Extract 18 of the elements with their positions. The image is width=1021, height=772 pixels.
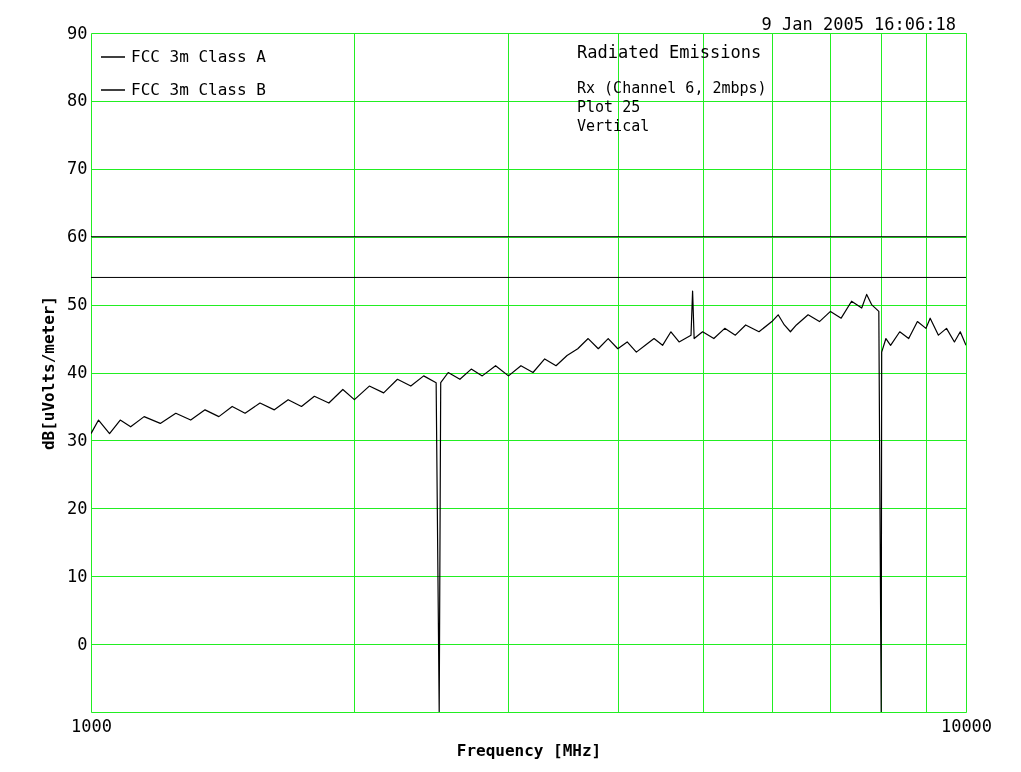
legend-label: FCC 3m Class A bbox=[131, 47, 267, 66]
annotation: 9 Jan 2005 16:06:18 bbox=[761, 14, 956, 34]
y-tick-label: 60 bbox=[67, 226, 88, 247]
y-tick-label: 50 bbox=[67, 294, 88, 315]
y-axis-title: dB[uVolts/meter] bbox=[39, 295, 59, 451]
x-axis-title: Frequency [MHz] bbox=[456, 740, 602, 760]
y-tick-label: 40 bbox=[67, 362, 88, 382]
x-tick-label: 10000 bbox=[940, 715, 993, 736]
annotation: Plot 25 bbox=[577, 98, 641, 116]
y-tick-label: 80 bbox=[67, 90, 88, 111]
legend-label: FCC 3m Class B bbox=[131, 80, 266, 99]
y-tick-label: 30 bbox=[67, 429, 88, 450]
y-tick-label: 0 bbox=[77, 633, 88, 654]
y-tick-label: 10 bbox=[67, 565, 88, 586]
x-tick-label: 1000 bbox=[71, 715, 112, 736]
y-tick-label: 70 bbox=[67, 158, 88, 179]
y-tick-label: 20 bbox=[67, 497, 88, 518]
y-tick-label: 90 bbox=[67, 22, 88, 43]
